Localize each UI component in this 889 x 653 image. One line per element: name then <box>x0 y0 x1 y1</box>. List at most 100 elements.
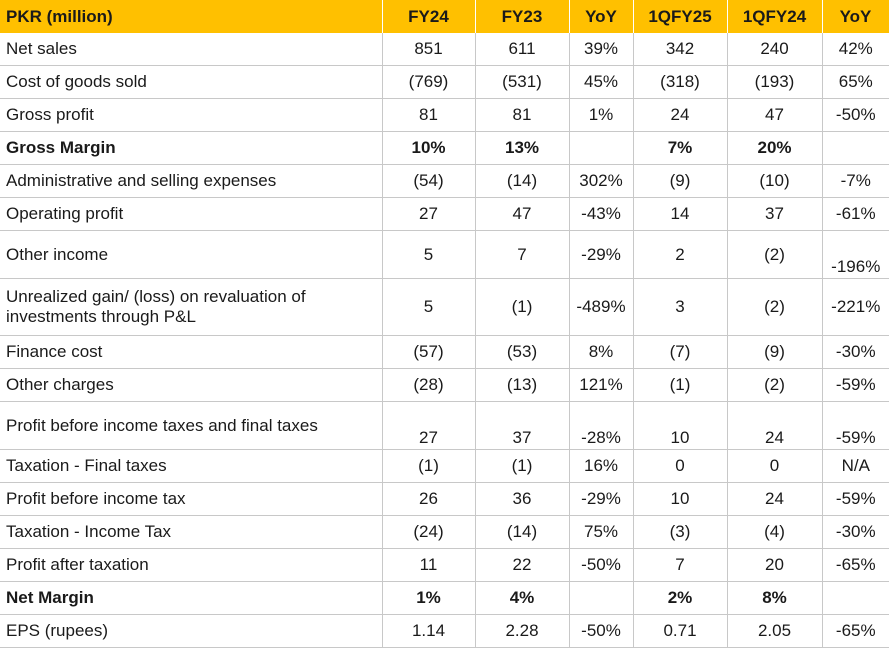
cell-1qfy25: (7) <box>633 335 728 369</box>
table-row: Taxation - Final taxes (1) (1) 16% 0 0 N/A <box>0 449 889 483</box>
cell-fy24: 27 <box>382 197 476 231</box>
table-row: Gross profit 81 81 1% 24 47 -50% <box>0 98 889 132</box>
cell-1qfy25: (3) <box>633 515 728 549</box>
cell-1qfy25: (1) <box>633 368 728 402</box>
cell-1qfy24: (2) <box>727 278 823 336</box>
cell-fy23: 7 <box>475 230 570 279</box>
cell-yoy-quarter: 65% <box>822 65 889 99</box>
cell-fy23: 22 <box>475 548 570 582</box>
cell-yoy-annual: 45% <box>569 65 634 99</box>
cell-fy23: 611 <box>475 33 570 66</box>
cell-fy24: 1% <box>382 581 476 615</box>
cell-1qfy25: 0 <box>633 449 728 483</box>
cell-yoy-annual: 1% <box>569 98 634 132</box>
cell-fy23: (13) <box>475 368 570 402</box>
cell-yoy-quarter: -30% <box>822 515 889 549</box>
row-label: EPS (rupees) <box>0 614 383 648</box>
cell-fy23: 13% <box>475 131 570 165</box>
cell-fy24: (28) <box>382 368 476 402</box>
header-yoy-quarter: YoY <box>822 0 889 33</box>
cell-yoy-quarter: 42% <box>822 33 889 66</box>
row-label: Finance cost <box>0 335 383 369</box>
cell-yoy-annual: -29% <box>569 230 634 279</box>
cell-1qfy24: (2) <box>727 230 823 279</box>
cell-1qfy25: 24 <box>633 98 728 132</box>
cell-fy24: (57) <box>382 335 476 369</box>
cell-fy23: (14) <box>475 164 570 198</box>
cell-yoy-quarter: -65% <box>822 614 889 648</box>
cell-fy23: (531) <box>475 65 570 99</box>
cell-yoy-annual: 39% <box>569 33 634 66</box>
row-label: Profit after taxation <box>0 548 383 582</box>
cell-1qfy25: 2 <box>633 230 728 279</box>
cell-yoy-quarter: -59% <box>822 482 889 516</box>
cell-1qfy24: 20% <box>727 131 823 165</box>
cell-1qfy25: 10 <box>633 401 728 450</box>
cell-yoy-annual: -29% <box>569 482 634 516</box>
table-row: Unrealized gain/ (loss) on revaluation o… <box>0 278 889 336</box>
cell-yoy-quarter: N/A <box>822 449 889 483</box>
cell-yoy-quarter: -50% <box>822 98 889 132</box>
cell-1qfy25: (9) <box>633 164 728 198</box>
cell-fy23: (1) <box>475 449 570 483</box>
cell-fy24: (769) <box>382 65 476 99</box>
cell-fy24: 26 <box>382 482 476 516</box>
table-row: Finance cost (57) (53) 8% (7) (9) -30% <box>0 335 889 369</box>
table-row: Taxation - Income Tax (24) (14) 75% (3) (4) -3… <box>0 515 889 549</box>
header-row: PKR (million) FY24 FY23 YoY 1QFY25 1QFY2… <box>0 0 889 33</box>
cell-yoy-annual: -50% <box>569 548 634 582</box>
table-row: Administrative and selling expenses (54)(… <box>0 164 889 198</box>
table-row: Operating profit 27 47 -43% 14 37 -61% <box>0 197 889 231</box>
cell-1qfy25: 7 <box>633 548 728 582</box>
cell-fy24: 5 <box>382 230 476 279</box>
cell-1qfy24: (9) <box>727 335 823 369</box>
cell-yoy-annual: -28% <box>569 401 634 450</box>
header-fy24: FY24 <box>382 0 476 33</box>
cell-fy23: (53) <box>475 335 570 369</box>
cell-1qfy24: (10) <box>727 164 823 198</box>
cell-yoy-quarter <box>822 131 889 165</box>
table-row: EPS (rupees) 1.14 2.28 -50% 0.71 2.05 -65% <box>0 614 889 648</box>
table-row: Other charges (28) (13) 121% (1) (2) -59% <box>0 368 889 402</box>
cell-fy24: (1) <box>382 449 476 483</box>
cell-yoy-quarter: -65% <box>822 548 889 582</box>
row-label: Gross profit <box>0 98 383 132</box>
cell-1qfy24: (4) <box>727 515 823 549</box>
cell-1qfy25: 342 <box>633 33 728 66</box>
row-label: Operating profit <box>0 197 383 231</box>
table-row: Gross Margin 10% 13% 7% 20% <box>0 131 889 165</box>
row-label: Net sales <box>0 33 383 66</box>
cell-fy23: (14) <box>475 515 570 549</box>
cell-yoy-annual <box>569 581 634 615</box>
table-row: Net sales 851 611 39% 342 240 42% <box>0 33 889 66</box>
cell-fy23: 37 <box>475 401 570 450</box>
header-label: PKR (million) <box>0 0 383 33</box>
cell-yoy-quarter: -61% <box>822 197 889 231</box>
table-row: Profit before income tax 26 36 -29% 10 24 -59% <box>0 482 889 516</box>
header-fy23: FY23 <box>475 0 570 33</box>
cell-yoy-annual: -489% <box>569 278 634 336</box>
row-label: Gross Margin <box>0 131 383 165</box>
cell-fy24: (24) <box>382 515 476 549</box>
cell-fy24: 1.14 <box>382 614 476 648</box>
cell-yoy-quarter <box>822 581 889 615</box>
cell-yoy-annual: 8% <box>569 335 634 369</box>
cell-1qfy25: 3 <box>633 278 728 336</box>
cell-yoy-annual <box>569 131 634 165</box>
cell-1qfy24: 0 <box>727 449 823 483</box>
cell-1qfy24: 20 <box>727 548 823 582</box>
row-label: Net Margin <box>0 581 383 615</box>
cell-1qfy24: 37 <box>727 197 823 231</box>
cell-fy24: 10% <box>382 131 476 165</box>
table-row: Other income 5 7 -29% 2 (2) -196% <box>0 230 889 279</box>
row-label: Taxation - Final taxes <box>0 449 383 483</box>
cell-fy24: 851 <box>382 33 476 66</box>
cell-1qfy24: (2) <box>727 368 823 402</box>
cell-1qfy25: 7% <box>633 131 728 165</box>
row-label: Unrealized gain/ (loss) on revaluation o… <box>0 278 383 336</box>
table-row: Cost of goods sold (769) (531) 45% (318) (193… <box>0 65 889 99</box>
cell-fy24: (54) <box>382 164 476 198</box>
cell-yoy-annual: -43% <box>569 197 634 231</box>
cell-yoy-annual: 302% <box>569 164 634 198</box>
